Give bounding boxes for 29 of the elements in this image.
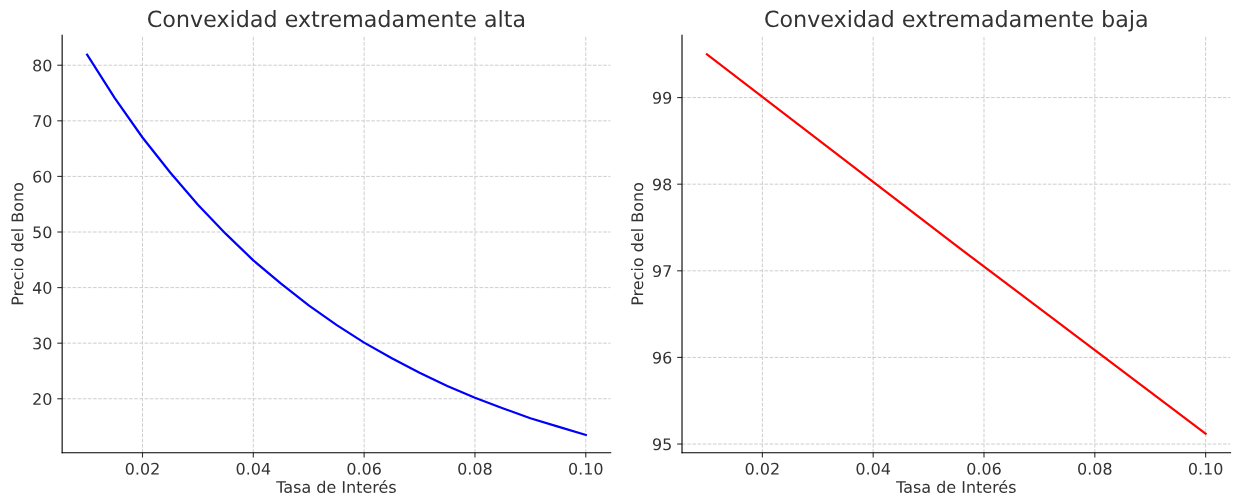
y-tick-label: 70 — [33, 115, 52, 128]
y-tick-label: 95 — [652, 438, 671, 451]
y-axis-title: Precio del Bono — [11, 183, 24, 305]
x-tick-label: 0.04 — [856, 462, 891, 475]
y-axis-title: Precio del Bono — [630, 183, 644, 305]
chart-title: Convexidad extremadamente alta — [148, 9, 525, 28]
y-tick-label: 40 — [32, 281, 52, 294]
y-tick-label: 80 — [33, 59, 52, 72]
y-tick-label: 99 — [652, 91, 672, 104]
y-tick-label: 50 — [33, 226, 52, 239]
x-tick-label: 0.10 — [1188, 462, 1223, 475]
x-tick-label: 0.08 — [1078, 462, 1112, 475]
y-tick-label: 97 — [652, 265, 671, 278]
x-tick-label: 0.04 — [236, 462, 271, 475]
x-tick-label: 0.06 — [347, 462, 381, 475]
y-tick-label: 96 — [652, 351, 672, 364]
y-tick-label: 30 — [33, 337, 52, 350]
x-tick-label: 0.02 — [125, 462, 159, 475]
x-tick-label: 0.10 — [569, 462, 603, 475]
line-series — [85, 53, 587, 437]
x-axis-title: Tasa de Interés — [276, 480, 396, 494]
y-tick-label: 98 — [652, 178, 672, 191]
x-tick-label: 0.06 — [967, 462, 1001, 475]
x-axis-title: Tasa de Interés — [896, 480, 1016, 494]
y-tick-label: 20 — [33, 392, 52, 406]
x-tick-label: 0.08 — [458, 462, 492, 475]
y-tick-label: 60 — [33, 170, 52, 183]
x-tick-label: 0.02 — [745, 462, 779, 475]
chart-title: Convexidad extremadamente baja — [765, 9, 1147, 32]
